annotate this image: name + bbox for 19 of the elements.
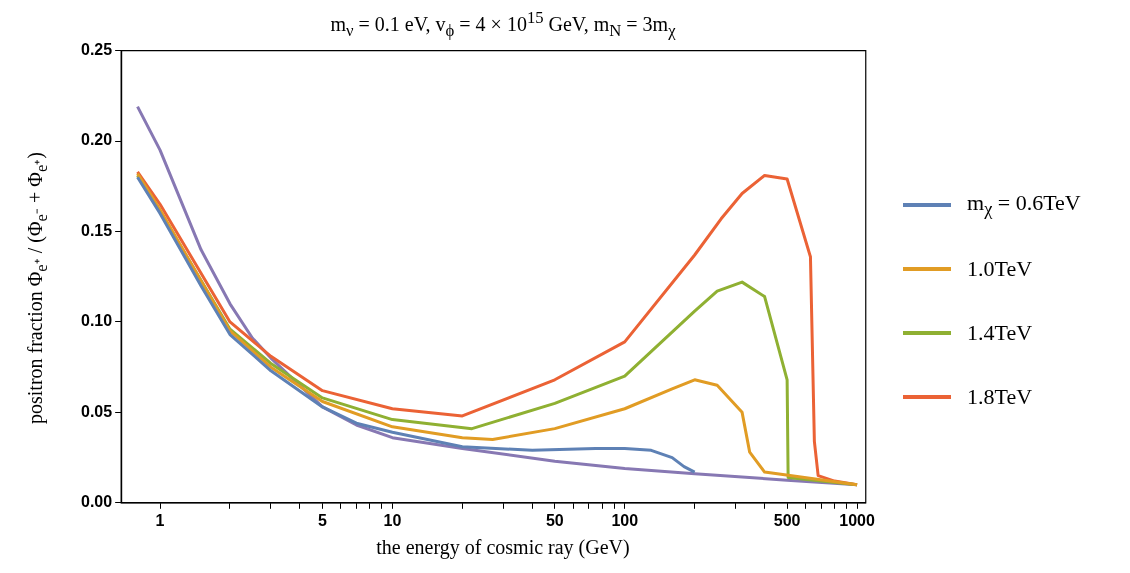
x-tick-label: 50 — [545, 511, 564, 529]
y-tick-label: 0.10 — [81, 312, 113, 330]
x-tick-label: 1 — [155, 511, 165, 529]
y-tick-label: 0.00 — [81, 493, 113, 511]
chart-title: m$_{ν}$ = 0.1 eV, v$_{ϕ}$ = 4 × 10$^{15}$ GeV, m$_{N}$ = 3m$_{χ}$ — [330, 8, 676, 40]
legend-label: 1.4TeV — [967, 320, 1033, 346]
y-tick-label: 0.25 — [81, 41, 113, 59]
legend-label: 1.0TeV — [967, 256, 1033, 282]
y-tick-label: 0.05 — [81, 402, 113, 420]
y-tick-label: 0.20 — [81, 131, 113, 149]
x-tick-label: 10 — [383, 511, 402, 529]
x-tick-label: 1000 — [839, 511, 875, 529]
x-axis-title: the energy of cosmic ray (GeV) — [375, 536, 631, 559]
y-tick-label: 0.15 — [81, 221, 113, 239]
legend-label: 1.8TeV — [967, 384, 1033, 410]
x-tick-label: 5 — [318, 511, 327, 529]
x-tick-label: 100 — [611, 511, 639, 529]
x-tick-label: 500 — [773, 511, 801, 529]
legend-label: m$_{χ}$ = 0.6TeV — [967, 189, 1081, 221]
